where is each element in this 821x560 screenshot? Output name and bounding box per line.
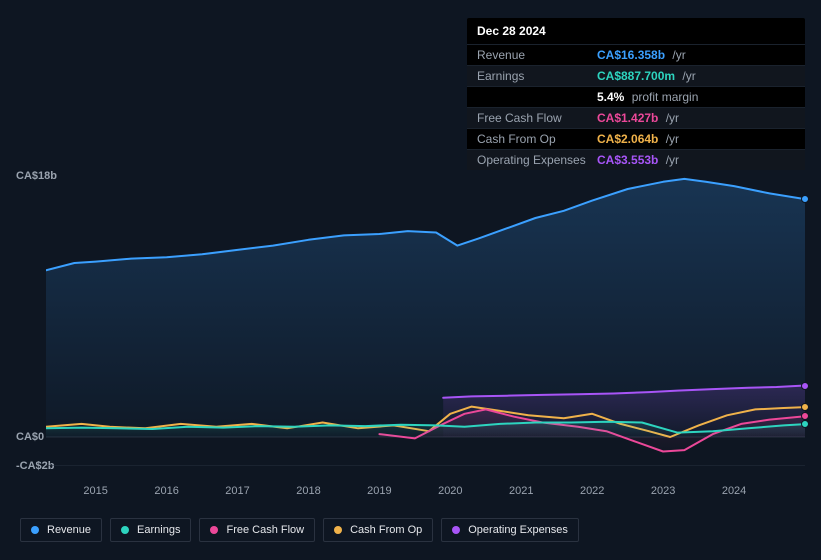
tooltip-metric-value: CA$16.358b bbox=[597, 48, 665, 62]
tooltip-metric-value: CA$1.427b bbox=[597, 111, 658, 125]
legend-item[interactable]: Earnings bbox=[110, 518, 191, 542]
x-axis-label: 2016 bbox=[154, 485, 178, 497]
legend-label: Revenue bbox=[47, 524, 91, 536]
legend-item[interactable]: Operating Expenses bbox=[441, 518, 579, 542]
tooltip-metric-unit: profit margin bbox=[628, 90, 698, 104]
data-tooltip: Dec 28 2024 RevenueCA$16.358b /yrEarning… bbox=[467, 18, 805, 170]
x-axis-label: 2020 bbox=[438, 485, 462, 497]
x-axis-label: 2017 bbox=[225, 485, 249, 497]
x-axis-label: 2022 bbox=[580, 485, 604, 497]
tooltip-metric-label: Free Cash Flow bbox=[477, 111, 597, 125]
x-axis-label: 2021 bbox=[509, 485, 533, 497]
tooltip-metric-unit: /yr bbox=[679, 69, 696, 83]
x-axis-label: 2018 bbox=[296, 485, 320, 497]
legend-label: Earnings bbox=[137, 524, 180, 536]
chart-plot bbox=[46, 176, 805, 466]
legend-label: Cash From Op bbox=[350, 524, 422, 536]
tooltip-metric-value: CA$2.064b bbox=[597, 132, 658, 146]
tooltip-metric-unit: /yr bbox=[669, 48, 686, 62]
legend-item[interactable]: Cash From Op bbox=[323, 518, 433, 542]
tooltip-row: Free Cash FlowCA$1.427b /yr bbox=[467, 107, 805, 128]
series-marker bbox=[801, 195, 809, 203]
legend-dot-icon bbox=[121, 526, 129, 534]
tooltip-row: Cash From OpCA$2.064b /yr bbox=[467, 128, 805, 149]
series-marker bbox=[801, 420, 809, 428]
tooltip-metric-label bbox=[477, 90, 597, 104]
series-marker bbox=[801, 403, 809, 411]
legend-dot-icon bbox=[452, 526, 460, 534]
plot-svg bbox=[46, 176, 805, 466]
series-marker bbox=[801, 412, 809, 420]
tooltip-row: EarningsCA$887.700m /yr bbox=[467, 65, 805, 86]
legend-label: Operating Expenses bbox=[468, 524, 568, 536]
tooltip-metric-unit: /yr bbox=[662, 111, 679, 125]
x-axis-label: 2024 bbox=[722, 485, 746, 497]
x-axis: 2015 2016 2017 2018 2019 2020 2021 2022 2023 2024 bbox=[46, 485, 805, 505]
x-axis-label: 2023 bbox=[651, 485, 675, 497]
legend-dot-icon bbox=[31, 526, 39, 534]
financials-chart[interactable]: CA$18bCA$0-CA$2b bbox=[16, 160, 805, 480]
x-axis-label: 2019 bbox=[367, 485, 391, 497]
legend-item[interactable]: Revenue bbox=[20, 518, 102, 542]
tooltip-metric-label: Revenue bbox=[477, 48, 597, 62]
legend-item[interactable]: Free Cash Flow bbox=[199, 518, 315, 542]
legend-dot-icon bbox=[334, 526, 342, 534]
tooltip-row: RevenueCA$16.358b /yr bbox=[467, 44, 805, 65]
tooltip-metric-unit: /yr bbox=[662, 132, 679, 146]
tooltip-metric-label: Earnings bbox=[477, 69, 597, 83]
legend-label: Free Cash Flow bbox=[226, 524, 304, 536]
x-axis-label: 2015 bbox=[83, 485, 107, 497]
tooltip-metric-value: CA$887.700m bbox=[597, 69, 675, 83]
tooltip-metric-label: Cash From Op bbox=[477, 132, 597, 146]
tooltip-row: 5.4% profit margin bbox=[467, 86, 805, 107]
legend-dot-icon bbox=[210, 526, 218, 534]
tooltip-metric-value: 5.4% bbox=[597, 90, 624, 104]
tooltip-date: Dec 28 2024 bbox=[467, 18, 805, 44]
series-marker bbox=[801, 382, 809, 390]
legend: Revenue Earnings Free Cash Flow Cash From O… bbox=[20, 518, 579, 542]
